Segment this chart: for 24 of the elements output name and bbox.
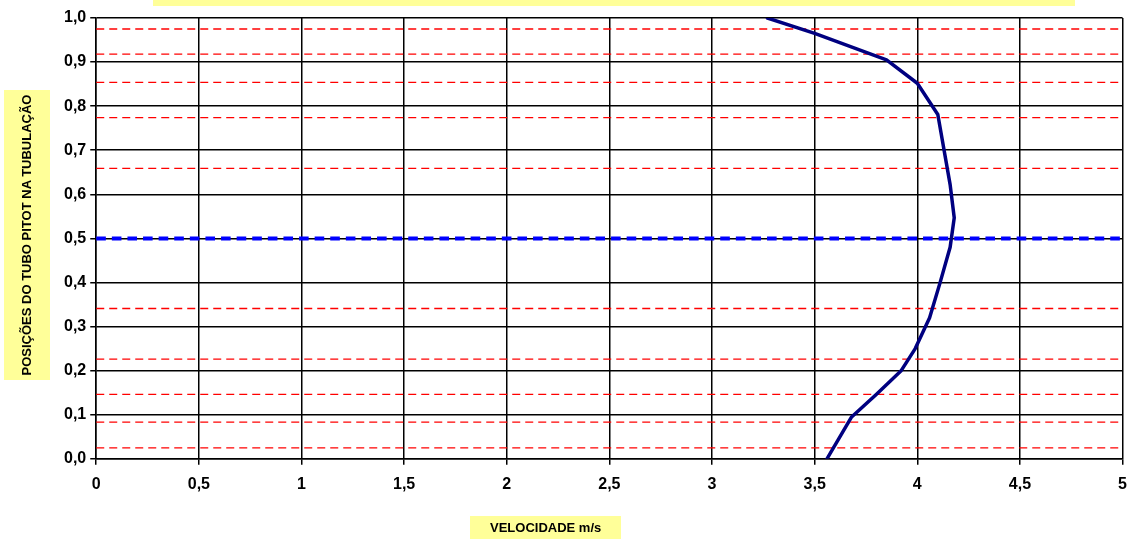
x-tick-label: 1 <box>297 474 307 492</box>
x-tick-label: 2,5 <box>598 474 621 492</box>
y-tick-label: 0,5 <box>63 228 87 246</box>
x-tick-label: 4,5 <box>1008 474 1032 492</box>
y-tick-label: 1,0 <box>63 8 87 26</box>
x-tick-label: 3 <box>707 474 717 492</box>
y-tick-label: 0,3 <box>63 316 87 334</box>
x-tick-label: 3,5 <box>803 474 826 492</box>
y-tick-label: 0,6 <box>63 184 87 202</box>
x-tick-label: 2 <box>502 474 512 492</box>
y-tick-label: 0,9 <box>63 52 87 70</box>
x-tick-label: 5 <box>1118 474 1128 492</box>
y-tick-label: 0,2 <box>63 361 87 379</box>
x-tick-label: 4 <box>912 474 922 492</box>
y-tick-label: 0,0 <box>63 449 87 467</box>
y-tick-label: 0,1 <box>63 405 87 423</box>
y-tick-label: 0,4 <box>63 272 87 290</box>
y-tick-label: 0,8 <box>63 96 87 114</box>
x-tick-label: 0,5 <box>187 474 211 492</box>
y-axis-title: POSIÇÕES DO TUBO PITOT NA TUBULAÇÃO <box>19 93 35 378</box>
x-tick-label: 0 <box>91 474 101 492</box>
y-tick-label: 0,7 <box>63 140 87 158</box>
x-axis-title: VELOCIDADE m/s <box>470 516 622 539</box>
x-tick-label: 1,5 <box>393 474 416 492</box>
